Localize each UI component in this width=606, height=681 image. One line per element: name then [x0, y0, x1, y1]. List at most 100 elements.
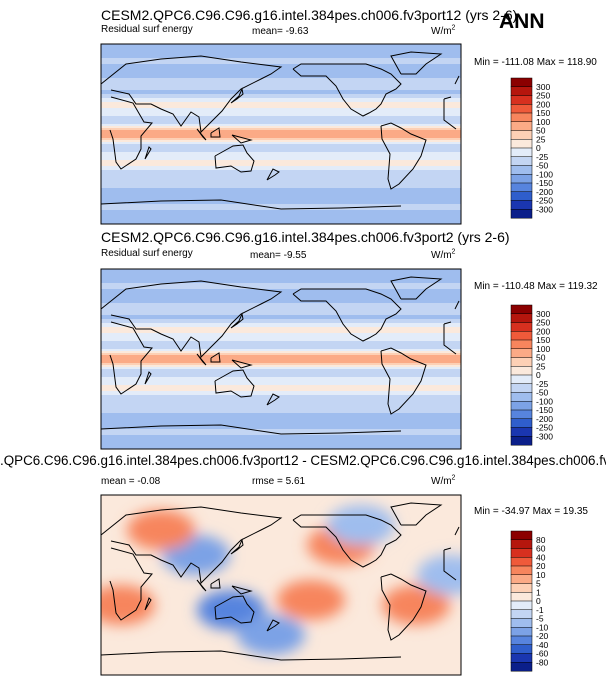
coastline [380, 122, 427, 190]
coastline [214, 144, 255, 173]
zonal-band [101, 76, 461, 79]
colorbar-cell [510, 392, 533, 402]
zonal-band [101, 391, 461, 394]
colorbar-cell [510, 182, 533, 193]
zonal-band [101, 64, 461, 67]
coastline [390, 502, 443, 526]
colorbar-cell [510, 427, 533, 437]
zonal-band [101, 56, 461, 59]
zonal-band [101, 126, 461, 129]
coastline [454, 300, 460, 310]
coastline [109, 321, 153, 395]
coastline [443, 547, 452, 551]
zonal-band [101, 202, 461, 205]
zonal-band [101, 323, 461, 326]
zonal-band [101, 377, 461, 380]
anomaly-patch [197, 590, 265, 630]
colorbar-cell [510, 609, 533, 619]
zonal-band [101, 68, 461, 71]
zonal-band [101, 124, 461, 127]
zonal-band [101, 212, 461, 215]
colorbar-tick-label: 100 [536, 117, 550, 127]
zonal-band [101, 299, 461, 302]
zonal-band [101, 281, 461, 284]
zonal-band [101, 136, 461, 139]
coastline [196, 579, 207, 592]
zonal-band [101, 271, 461, 274]
zonal-band [101, 50, 461, 53]
zonal-band [101, 214, 461, 217]
zonal-band [101, 429, 461, 432]
zonal-band [101, 439, 461, 442]
colorbar-tick-label: -20 [536, 631, 549, 641]
zonal-band [101, 409, 461, 412]
zonal-band [101, 44, 461, 47]
zonal-band [101, 379, 461, 382]
zonal-band [101, 417, 461, 420]
zonal-band [101, 134, 461, 137]
coastline [380, 347, 427, 415]
colorbar-cell [510, 174, 533, 184]
coastline [196, 353, 207, 366]
colorbar-tick-label: -40 [536, 640, 549, 650]
anomaly-patch [101, 585, 155, 625]
zonal-band [101, 311, 461, 314]
zonal-band [101, 399, 461, 402]
coastline [210, 352, 221, 363]
colorbar-cell [510, 304, 533, 315]
colorbar-tick-label: -5 [536, 614, 544, 624]
zonal-band [101, 74, 461, 77]
zonal-band [101, 200, 461, 203]
coastline [214, 369, 255, 398]
panel-1-coastlines [101, 51, 460, 210]
colorbar-cell [510, 77, 533, 88]
colorbar-tick-label: -60 [536, 649, 549, 659]
zonal-band [101, 427, 461, 430]
zonal-band [101, 156, 461, 159]
colorbar-tick-label: -250 [536, 423, 553, 433]
zonal-band [101, 411, 461, 414]
zonal-band [101, 98, 461, 101]
zonal-band [101, 52, 461, 55]
colorbar-cell [510, 409, 533, 420]
zonal-band [101, 315, 461, 318]
coastline [454, 526, 460, 536]
zonal-band [101, 327, 461, 330]
colorbar-cell [510, 644, 533, 654]
panel-2-mean: mean= -9.55 [250, 250, 307, 261]
zonal-band [101, 441, 461, 444]
panel-3-map [100, 494, 462, 676]
zonal-band [101, 190, 461, 193]
colorbar-cell [510, 374, 533, 385]
zonal-band [101, 301, 461, 304]
anomaly-patch [417, 555, 461, 595]
zonal-band [101, 445, 461, 448]
zonal-band [101, 154, 461, 157]
coastline [380, 573, 427, 641]
zonal-band [101, 162, 461, 165]
zonal-band [101, 110, 461, 113]
colorbar-cell [510, 383, 533, 393]
colorbar-cell [510, 600, 533, 611]
colorbar-cell [510, 401, 533, 411]
colorbar-tick-label: -25 [536, 379, 549, 389]
zonal-band [101, 146, 461, 149]
zonal-band [101, 180, 461, 183]
zonal-band [101, 210, 461, 213]
panel-2-frame [100, 268, 462, 450]
zonal-band [101, 118, 461, 121]
colorbar-cell [510, 565, 533, 576]
colorbar-cell [510, 313, 533, 323]
coastline [230, 312, 244, 329]
season-label: ANN [499, 10, 545, 33]
coastline [214, 595, 255, 624]
zonal-band [101, 351, 461, 354]
coastline [144, 597, 152, 611]
coastline [230, 538, 244, 555]
anomaly-patch [382, 585, 450, 625]
zonal-band [101, 431, 461, 434]
zonal-band [101, 333, 461, 336]
colorbar-tick-label: 150 [536, 335, 550, 345]
zonal-band [101, 339, 461, 342]
